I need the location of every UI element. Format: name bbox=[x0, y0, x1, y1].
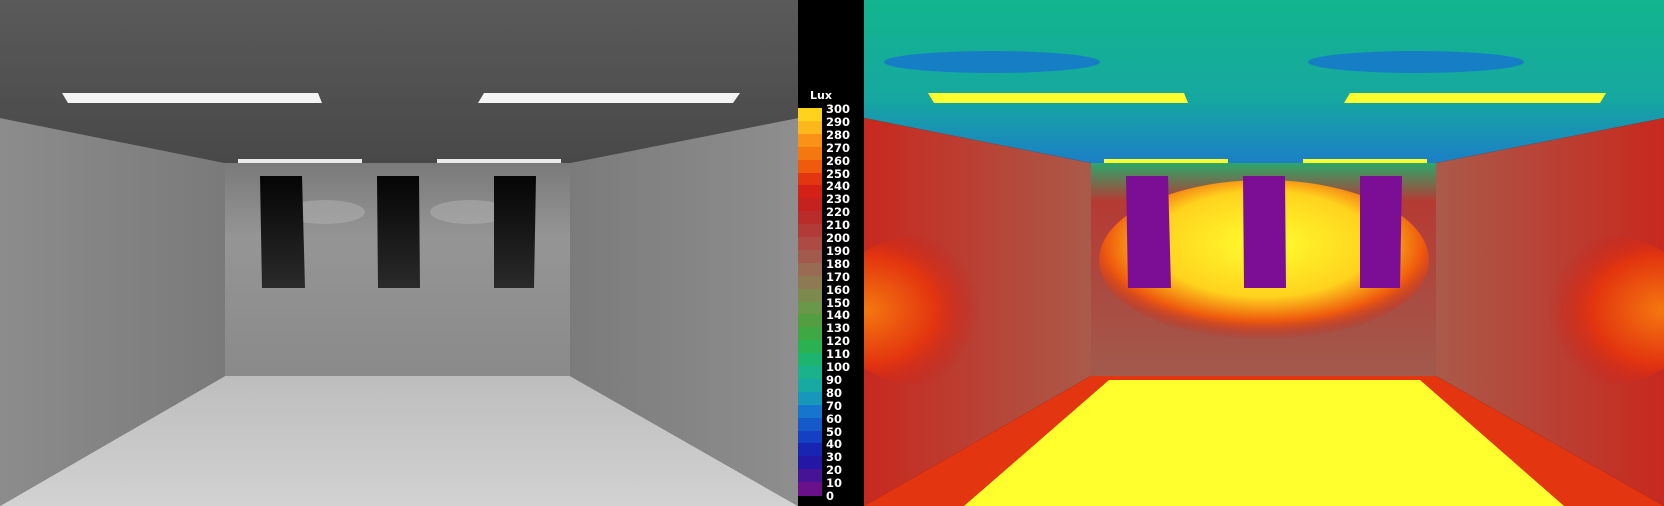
legend-tick-label: 100 bbox=[826, 360, 851, 374]
legend-swatch bbox=[798, 133, 822, 148]
legend-swatch bbox=[798, 172, 822, 186]
legend-tick-label: 220 bbox=[826, 205, 851, 220]
legend-swatch bbox=[798, 456, 822, 470]
legend-tick-label: 30 bbox=[826, 450, 843, 465]
legend-tick-label: 90 bbox=[826, 372, 843, 387]
legend-swatch bbox=[798, 482, 822, 496]
legend-tick-label: 170 bbox=[826, 269, 851, 284]
legend-tick-label: 40 bbox=[826, 437, 843, 452]
legend-tick-label: 180 bbox=[826, 256, 851, 271]
lux-legend: Lux 300 290 280 270 260 250 240 230 220 210 200 190… bbox=[798, 0, 864, 506]
legend-tick-label: 270 bbox=[826, 140, 851, 155]
falsecolor-lux-view bbox=[864, 0, 1664, 506]
legend-tick-label: 280 bbox=[826, 127, 851, 142]
legend-tick-label: 300 bbox=[826, 102, 851, 116]
legend-tick-label: 150 bbox=[826, 295, 851, 310]
legend-swatch bbox=[798, 430, 822, 444]
legend-tick-label: 110 bbox=[826, 347, 851, 362]
legend-tick-label: 20 bbox=[826, 463, 843, 478]
legend-tick-label: 250 bbox=[826, 166, 851, 181]
legend-tick-label: 120 bbox=[826, 334, 851, 349]
legend-swatch bbox=[798, 391, 822, 406]
legend-tick-label: 260 bbox=[826, 153, 851, 168]
legend-tick-label: 240 bbox=[826, 179, 851, 194]
legend-tick-label: 130 bbox=[826, 321, 851, 336]
legend-tick-label: 290 bbox=[826, 114, 851, 129]
legend-swatch bbox=[798, 314, 822, 328]
legend-tick-label: 70 bbox=[826, 398, 843, 413]
legend-tick-label: 190 bbox=[826, 243, 851, 258]
legend-swatch bbox=[798, 443, 822, 457]
legend-swatch bbox=[798, 327, 822, 341]
legend-swatch bbox=[798, 469, 822, 483]
legend-swatch bbox=[798, 366, 822, 380]
legend-tick-label: 50 bbox=[826, 424, 843, 439]
legend-swatch bbox=[798, 378, 822, 393]
legend-unit-label: Lux bbox=[810, 89, 832, 102]
legend-swatch bbox=[798, 353, 822, 367]
legend-tick-label: 160 bbox=[826, 282, 851, 297]
legend-swatch bbox=[798, 198, 822, 212]
legend-swatch bbox=[798, 159, 822, 174]
legend-swatch bbox=[798, 288, 822, 303]
legend-swatch bbox=[798, 301, 822, 315]
legend-swatch bbox=[798, 211, 822, 225]
legend-swatch bbox=[798, 146, 822, 161]
legend-swatch bbox=[798, 185, 822, 199]
legend-swatch bbox=[798, 237, 822, 251]
legend-swatch bbox=[798, 224, 822, 238]
legend-swatch bbox=[798, 417, 822, 432]
legend-color-scale: 300 290 280 270 260 250 240 230 220 210 200 190 180 1… bbox=[798, 103, 864, 503]
legend-swatch bbox=[798, 404, 822, 419]
legend-tick-label: 210 bbox=[826, 218, 851, 233]
legend-swatch bbox=[798, 120, 822, 135]
legend-swatch bbox=[798, 108, 822, 122]
legend-tick-label: 140 bbox=[826, 308, 851, 323]
legend-tick-label: 60 bbox=[826, 411, 843, 426]
legend-tick-label: 10 bbox=[826, 476, 843, 491]
legend-swatch bbox=[798, 262, 822, 277]
legend-swatch bbox=[798, 340, 822, 354]
legend-swatch bbox=[798, 275, 822, 290]
legend-tick-label: 200 bbox=[826, 231, 851, 245]
legend-tick-label: 80 bbox=[826, 385, 843, 400]
legend-tick-label: 230 bbox=[826, 192, 851, 207]
legend-swatch bbox=[798, 249, 822, 264]
rendered-room-view bbox=[0, 0, 798, 506]
legend-tick-label: 0 bbox=[826, 489, 835, 503]
